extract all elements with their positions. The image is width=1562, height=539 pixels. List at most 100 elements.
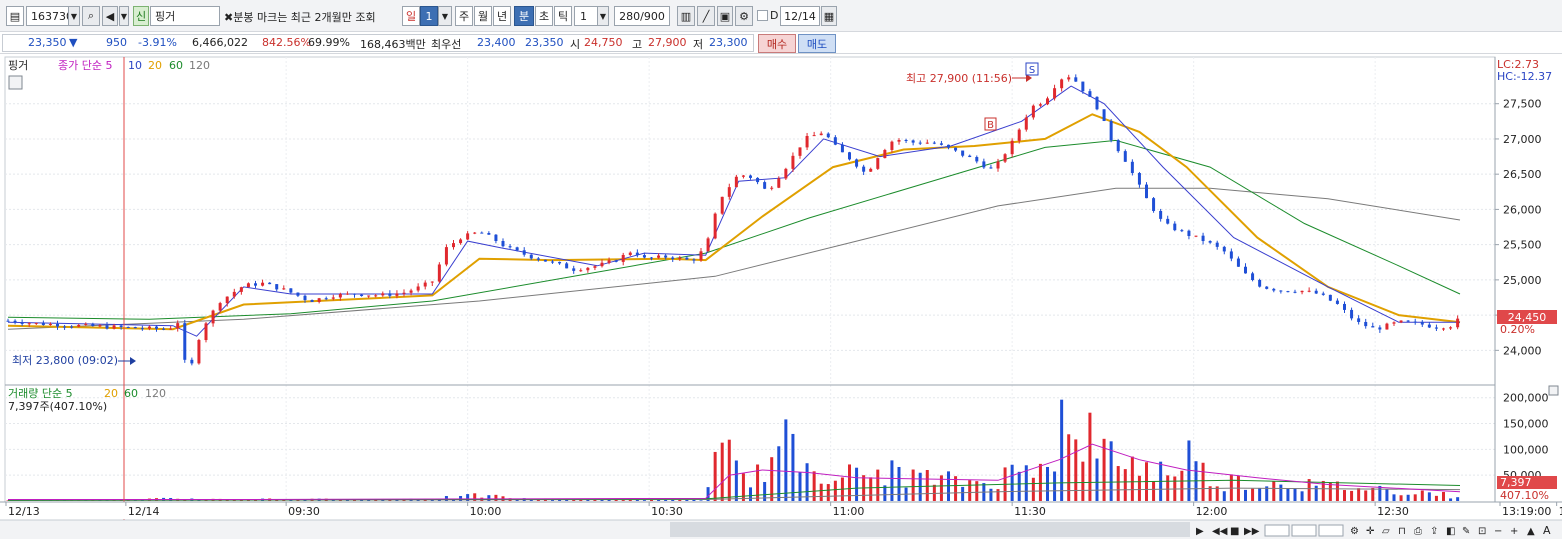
low-label: 저 bbox=[693, 38, 704, 51]
forward-icon[interactable]: ▶▶ bbox=[1244, 526, 1260, 537]
volume-bar bbox=[1088, 412, 1092, 501]
candle-body bbox=[126, 326, 130, 328]
scroll-right-icon[interactable]: ▶ bbox=[1196, 526, 1204, 537]
export-icon[interactable]: ⇪ bbox=[1430, 526, 1438, 537]
candle-body bbox=[692, 259, 696, 261]
volume-bar bbox=[1222, 491, 1226, 501]
volume-bar bbox=[614, 499, 618, 501]
interval-input[interactable]: 1 bbox=[574, 6, 598, 26]
candle-body bbox=[324, 298, 328, 300]
candle-body bbox=[932, 142, 936, 144]
candle-body bbox=[225, 296, 229, 304]
candle-body bbox=[246, 283, 250, 288]
candle-body bbox=[1038, 104, 1042, 106]
candle-body bbox=[140, 328, 144, 330]
candle-body bbox=[437, 264, 441, 282]
font-size-icon[interactable]: A bbox=[1543, 524, 1551, 537]
legend-ma-label: 종가 단순 5 bbox=[58, 59, 112, 72]
period-year-button[interactable]: 년 bbox=[493, 6, 511, 26]
zoom-out-icon[interactable] bbox=[1264, 524, 1290, 537]
candle-body bbox=[367, 295, 371, 297]
speaker-icon[interactable]: ◀ bbox=[102, 6, 118, 26]
volume-bar bbox=[1420, 490, 1424, 501]
period-count-field[interactable]: 1 bbox=[420, 6, 438, 26]
zoom-in-icon[interactable] bbox=[1291, 524, 1317, 537]
volume-bar bbox=[1413, 494, 1417, 501]
buy-button[interactable]: 매수 bbox=[758, 34, 796, 53]
chevron-down-icon[interactable]: ▼ bbox=[68, 6, 80, 26]
period-month-button[interactable]: 월 bbox=[474, 6, 492, 26]
volume-bar bbox=[741, 473, 745, 501]
note-icon[interactable]: ✎ bbox=[1462, 526, 1470, 537]
stock-code-input[interactable]: 163730 bbox=[26, 6, 78, 26]
period-second-button[interactable]: 초 bbox=[535, 6, 553, 26]
volume-bar bbox=[1328, 482, 1332, 501]
print-icon[interactable]: ⎙ bbox=[1414, 526, 1422, 537]
stock-name-field[interactable]: 핑거 bbox=[150, 6, 220, 26]
panel-collapse-icon[interactable] bbox=[1548, 385, 1559, 396]
candle-body bbox=[1279, 290, 1283, 292]
chevron-down-icon[interactable]: ▼ bbox=[597, 6, 609, 26]
period-day-button[interactable]: 일 bbox=[402, 6, 420, 26]
time-tick-label: 11:00 bbox=[833, 505, 865, 518]
date-checkbox[interactable] bbox=[757, 10, 768, 21]
volume-bar bbox=[642, 500, 646, 501]
candle-body bbox=[147, 326, 151, 329]
zoom-minus-icon[interactable]: − bbox=[1494, 526, 1502, 537]
volume-bar bbox=[939, 475, 943, 501]
save-icon[interactable]: ▣ bbox=[717, 6, 733, 26]
stop-icon[interactable]: ■ bbox=[1230, 526, 1239, 537]
zoom-plus-icon[interactable]: + bbox=[1510, 526, 1518, 537]
close-icon[interactable]: ✖ bbox=[224, 11, 234, 24]
zoom-fit-icon[interactable] bbox=[1318, 524, 1344, 537]
candle-body bbox=[430, 281, 434, 283]
candle-body bbox=[232, 291, 236, 297]
candle-body bbox=[1328, 294, 1332, 301]
candle-body bbox=[1194, 235, 1198, 237]
draw-line-icon[interactable]: ╱ bbox=[697, 6, 715, 26]
crosshair-icon[interactable]: ✛ bbox=[1366, 526, 1375, 537]
period-tick-button[interactable]: 틱 bbox=[554, 6, 572, 26]
candle-type-icon[interactable]: ▥ bbox=[677, 6, 695, 26]
table-toggle-icon[interactable] bbox=[8, 75, 23, 90]
chevron-down-icon[interactable]: ▼ bbox=[438, 6, 452, 26]
scroll-up-icon[interactable]: ▲ bbox=[1527, 526, 1535, 537]
date-input[interactable]: 12/14 bbox=[780, 6, 820, 26]
candle-body bbox=[275, 284, 279, 290]
lock-icon[interactable]: ⊡ bbox=[1478, 526, 1486, 537]
candle-body bbox=[558, 261, 562, 264]
candle-body bbox=[536, 258, 540, 260]
calendar-icon[interactable]: ▦ bbox=[821, 6, 837, 26]
volume-bar bbox=[727, 439, 731, 501]
period-minute-button[interactable]: 분 bbox=[514, 6, 534, 26]
volume-tag bbox=[1497, 476, 1557, 489]
date-label: D bbox=[770, 9, 779, 22]
legend-ma-60: 60 bbox=[169, 59, 183, 72]
settings-icon[interactable]: ⚙ bbox=[1350, 526, 1359, 537]
chevron-down-icon[interactable]: ▼ bbox=[119, 6, 129, 26]
volume-bar bbox=[1024, 465, 1028, 501]
volume-bar bbox=[1314, 485, 1318, 501]
period-week-button[interactable]: 주 bbox=[455, 6, 473, 26]
sell-button[interactable]: 매도 bbox=[798, 34, 836, 53]
candle-body bbox=[579, 270, 583, 272]
magnet-icon[interactable]: ⊓ bbox=[1398, 526, 1406, 537]
search-icon[interactable]: ⌕ bbox=[82, 6, 100, 26]
price-volume-chart[interactable]: 핑거 종가 단순 5 10 20 60 120 거래량 단순 5 20 60 1… bbox=[0, 54, 1562, 539]
candle-body bbox=[1222, 246, 1226, 252]
volume-bar bbox=[1456, 497, 1460, 501]
open-price: 24,750 bbox=[584, 36, 623, 49]
candle-body bbox=[614, 260, 618, 262]
gear-icon[interactable]: ⚙ bbox=[735, 6, 753, 26]
candle-body bbox=[388, 293, 392, 296]
volume-bar bbox=[1031, 477, 1035, 501]
rewind-icon[interactable]: ◀◀ bbox=[1212, 526, 1228, 537]
chart-menu-icon[interactable]: ▤ bbox=[6, 6, 24, 26]
volume-legend-20: 20 bbox=[104, 387, 118, 400]
legend-ma-20: 20 bbox=[148, 59, 162, 72]
volume-bar bbox=[975, 481, 979, 501]
scroll-thumb[interactable] bbox=[670, 522, 1190, 537]
capture-icon[interactable]: ◧ bbox=[1446, 526, 1455, 537]
count-field[interactable]: 280/900 bbox=[614, 6, 670, 26]
ruler-icon[interactable]: ▱ bbox=[1382, 526, 1390, 537]
